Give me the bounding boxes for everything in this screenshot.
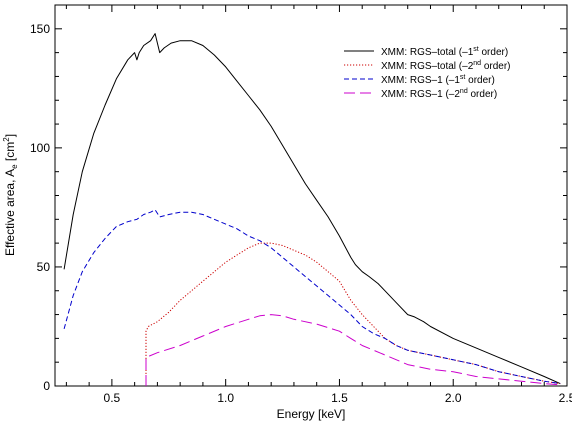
x-tick-label: 0.5 <box>104 391 121 405</box>
legend-label-text: XMM: RGS–total (–2 <box>381 61 474 72</box>
legend-label-sup: st <box>460 74 466 81</box>
y-tick-label: 100 <box>30 141 50 155</box>
legend-label-text: order) <box>481 61 510 72</box>
series-line-3 <box>63 209 561 385</box>
y-axis-label: Effective area, Ae [cm2] <box>2 134 19 256</box>
y-tick-label: 150 <box>30 22 50 36</box>
legend-label-sup: nd <box>460 88 468 95</box>
legend-label-sup: nd <box>473 60 481 67</box>
x-tick-label: 2.0 <box>445 391 462 405</box>
x-tick-label: 1.5 <box>331 391 348 405</box>
legend-label-text: XMM: RGS–total (–1 <box>381 47 474 58</box>
y-axis-label-main: Effective area, A <box>3 169 17 256</box>
y-tick-label: 50 <box>37 260 51 274</box>
axis-ticks <box>55 5 568 387</box>
x-tick-label: 2.5 <box>559 391 572 405</box>
y-axis-label-subscript: e <box>10 164 19 169</box>
y-axis-label-unit-close: ] <box>3 134 17 137</box>
series-layer <box>63 33 561 386</box>
legend-label-sup: st <box>473 46 479 53</box>
y-axis-label-unit: [cm <box>3 142 17 165</box>
legend-label-text: XMM: RGS–1 (–1 <box>381 75 460 86</box>
series-line-4 <box>145 314 561 386</box>
legend-label-4: XMM: RGS–1 (–2nd order) <box>381 88 497 100</box>
legend-label-text: XMM: RGS–1 (–2 <box>381 89 460 100</box>
series-line-1 <box>63 33 561 385</box>
legend-label-3: XMM: RGS–1 (–1st order) <box>381 74 495 86</box>
legend-label-text: order) <box>465 75 494 86</box>
y-tick-label: 0 <box>43 379 50 393</box>
x-tick-labels: 0.5 1.0 1.5 2.0 2.5 <box>104 391 572 405</box>
x-axis-label: Energy [keV] <box>277 407 346 421</box>
legend: XMM: RGS–total (–1st order)XMM: RGS–tota… <box>344 46 511 100</box>
y-axis-label-unit-sup: 2 <box>2 137 11 142</box>
series-line-2 <box>145 242 561 386</box>
legend-label-1: XMM: RGS–total (–1st order) <box>381 46 508 58</box>
legend-label-text: order) <box>479 47 508 58</box>
legend-label-2: XMM: RGS–total (–2nd order) <box>381 60 511 72</box>
x-tick-label: 1.0 <box>217 391 234 405</box>
y-tick-labels: 0 50 100 150 <box>30 22 50 393</box>
legend-label-text: order) <box>468 89 497 100</box>
